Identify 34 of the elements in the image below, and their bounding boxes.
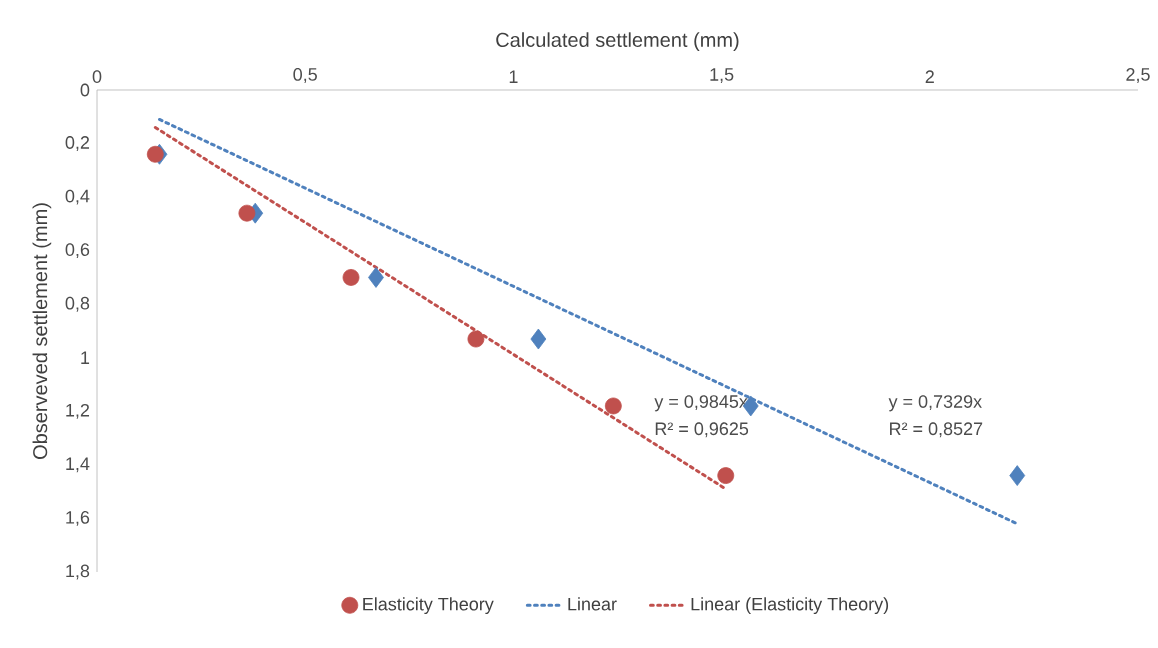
x-tick-label: 0,5 bbox=[293, 68, 317, 83]
point bbox=[467, 330, 485, 348]
y-tick-label: 0,2 bbox=[65, 136, 90, 151]
y-tick-label: 1,6 bbox=[66, 510, 90, 526]
legend-label: Elasticity Theory bbox=[363, 597, 494, 615]
y-tick-label: 0,4 bbox=[65, 189, 90, 205]
point bbox=[604, 397, 622, 415]
point bbox=[238, 204, 256, 222]
y-tick-label: 0,8 bbox=[65, 296, 90, 312]
x-axis-title: Calculated settlement (mm) bbox=[496, 32, 739, 51]
point bbox=[368, 267, 384, 288]
x-tick-label: 1,5 bbox=[710, 68, 734, 83]
y-axis-title: Observeved settlement (mm) bbox=[32, 203, 52, 459]
y-tick-label: 1,4 bbox=[66, 457, 90, 473]
x-tick-label: 0 bbox=[92, 70, 102, 83]
legend-label: Linear bbox=[568, 597, 617, 611]
point bbox=[530, 328, 547, 350]
y-tick-label: 1 bbox=[81, 351, 90, 364]
annotation: R² = 0,9625 bbox=[655, 422, 749, 438]
annotation: y = 0,7329x bbox=[888, 395, 982, 412]
legend-label: Linear (Elasticity Theory) bbox=[691, 597, 889, 615]
annotation: R² = 0,8527 bbox=[890, 422, 983, 438]
point bbox=[1009, 465, 1026, 486]
annotation: y = 0,9845x bbox=[654, 395, 748, 412]
y-tick-label: 1,2 bbox=[66, 403, 90, 419]
point bbox=[146, 145, 164, 163]
x-tick-label: 2,5 bbox=[1126, 68, 1150, 83]
y-tick-label: 0,6 bbox=[65, 243, 90, 259]
x-tick-label: 1 bbox=[509, 70, 518, 83]
y-tick-label: 1,8 bbox=[66, 564, 90, 580]
point bbox=[717, 467, 735, 484]
x-tick-label: 2 bbox=[925, 70, 934, 83]
point bbox=[342, 269, 360, 286]
y-tick-label: 0 bbox=[80, 83, 90, 97]
